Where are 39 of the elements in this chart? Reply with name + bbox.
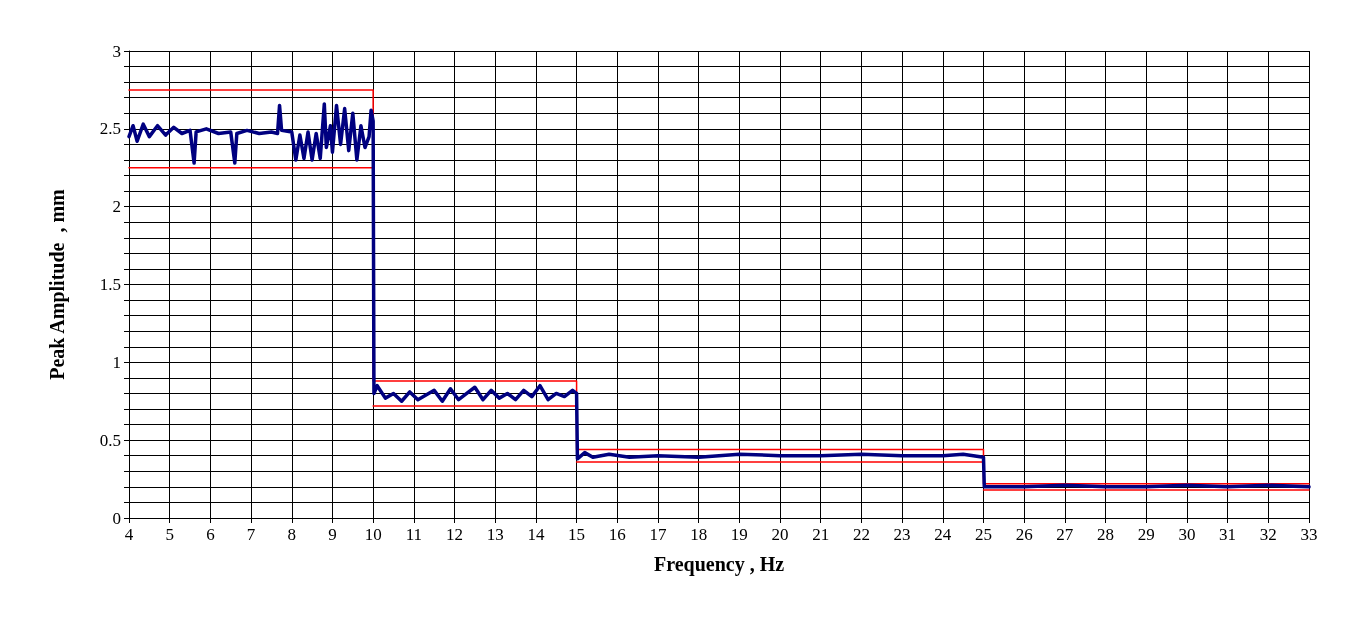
- x-tick-label: 27: [1056, 525, 1074, 544]
- y-tick-label: 2.5: [99, 119, 121, 139]
- y-tick-label: 0.5: [99, 430, 121, 450]
- x-tick-label: 9: [328, 525, 337, 544]
- x-tick-label: 24: [934, 525, 952, 544]
- x-tick-label: 30: [1178, 525, 1196, 544]
- y-axis-title: Peak Amplitude , mm: [46, 188, 69, 380]
- x-tick-label: 18: [690, 525, 708, 544]
- x-tick-label: 11: [405, 525, 423, 544]
- x-tick-label: 12: [446, 525, 464, 544]
- x-tick-label: 7: [246, 525, 256, 544]
- y-tick-label: 1: [112, 352, 121, 372]
- x-tick-label: 26: [1015, 525, 1033, 544]
- x-tick-label: 23: [893, 525, 911, 544]
- x-tick-label: 16: [608, 525, 626, 544]
- x-tick-label: 25: [974, 525, 992, 544]
- x-tick-label: 19: [730, 525, 748, 544]
- x-tick-label: 13: [486, 525, 504, 544]
- x-tick-label: 31: [1219, 525, 1237, 544]
- x-tick-label: 22: [852, 525, 870, 544]
- x-tick-label: 29: [1137, 525, 1155, 544]
- y-tick-label: 2: [112, 197, 121, 217]
- x-tick-label: 15: [568, 525, 586, 544]
- x-tick-label: 10: [364, 525, 382, 544]
- y-tick-label: 1.5: [99, 275, 121, 294]
- x-tick-label: 14: [527, 525, 545, 544]
- y-tick-label: 0: [112, 508, 121, 528]
- x-tick-label: 33: [1300, 525, 1318, 544]
- x-tick-label: 4: [124, 525, 134, 544]
- y-tick-label: 3: [112, 41, 121, 61]
- x-tick-label: 5: [165, 525, 174, 544]
- x-tick-label: 6: [206, 525, 215, 544]
- x-tick-label: 32: [1259, 525, 1277, 544]
- x-tick-label: 21: [812, 525, 830, 544]
- x-axis-title: Frequency , Hz: [653, 553, 785, 576]
- x-tick-label: 17: [649, 525, 667, 544]
- x-tick-label: 28: [1097, 525, 1115, 544]
- x-tick-label: 8: [287, 525, 297, 544]
- x-tick-label: 20: [771, 525, 789, 544]
